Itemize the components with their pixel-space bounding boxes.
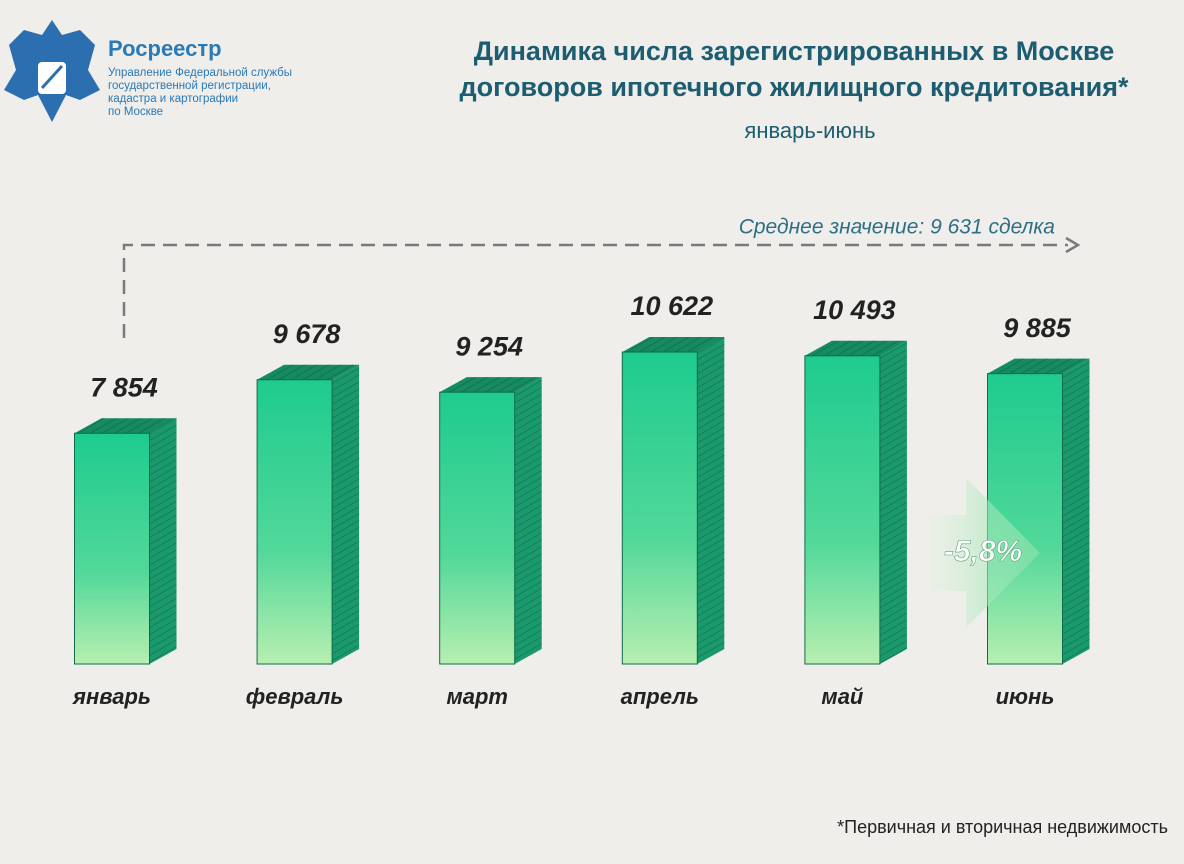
category-label: июнь [996,684,1055,709]
logo-subtitle: государственной регистрации, [108,80,271,92]
bar [621,351,698,665]
bar [256,379,333,665]
bar-side-hatch [879,340,907,664]
category-label: март [446,684,508,709]
average-line [122,243,1068,338]
chart-title: Динамика числа зарегистрированных в Моск… [474,36,1114,66]
bar-side-hatch [514,377,542,664]
value-label: 10 622 [631,291,714,321]
bar-top-hatch [257,364,360,380]
category-label: май [821,684,864,709]
chart-title: договоров ипотечного жилищного кредитова… [460,72,1129,102]
value-label: 7 854 [90,372,158,402]
logo-subtitle: Управление Федеральной службы [108,67,292,79]
bar-side-hatch [697,337,725,664]
bar-top-hatch [439,377,542,393]
bar [804,355,881,665]
bar-side-hatch [149,418,177,664]
bar-side-hatch [332,364,360,664]
logo-subtitle: по Москве [108,106,163,118]
bar-top-hatch [804,340,907,356]
average-arrow [1065,236,1081,254]
bar [74,432,150,665]
average-annotation: Среднее значение: 9 631 сделка [739,216,1055,239]
chart-subtitle: январь-июнь [744,118,875,143]
category-label: февраль [246,684,344,709]
emblem [4,20,100,122]
category-label: январь [72,684,151,709]
category-label: апрель [621,684,699,709]
value-label: 9 254 [455,331,523,361]
bar-side-hatch [1062,358,1090,664]
value-label: 10 493 [813,295,896,325]
logo-name: Росреестр [108,36,222,61]
bar [439,391,516,665]
bar-top-hatch [987,358,1090,374]
bar-top-hatch [74,418,177,434]
value-label: 9 678 [273,319,341,349]
footnote: *Первичная и вторичная недвижимость [837,817,1168,837]
bar-top-hatch [622,337,725,352]
change-arrow [930,478,1040,628]
change-annotation: -5,8% [944,535,1022,568]
value-label: 9 885 [1003,313,1072,343]
logo-subtitle: кадастра и картографии [108,93,238,105]
